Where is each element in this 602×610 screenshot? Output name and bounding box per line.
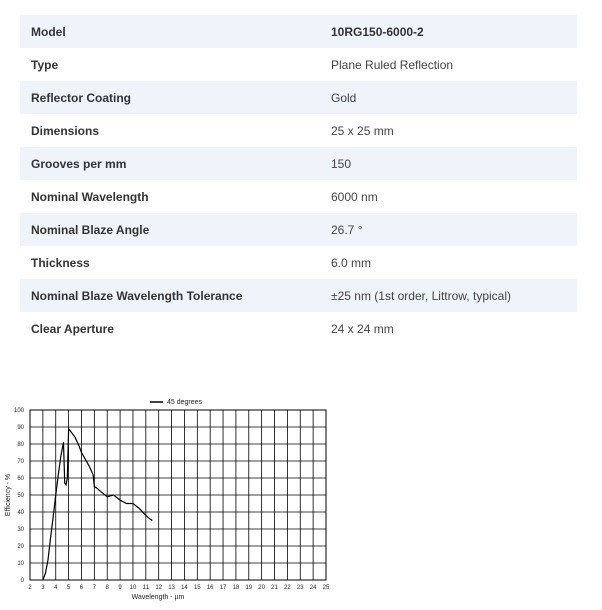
y-tick-label: 100 xyxy=(14,408,25,414)
x-tick-label: 14 xyxy=(181,585,188,591)
spec-label: Dimensions xyxy=(31,123,100,138)
spec-value: ±25 nm (1st order, Littrow, typical) xyxy=(331,288,511,303)
spec-row: Clear Aperture 24 x 24 mm xyxy=(20,312,577,345)
legend-label: 45 degrees xyxy=(167,399,203,406)
x-tick-label: 18 xyxy=(233,585,240,591)
spec-row: Dimensions 25 x 25 mm xyxy=(20,114,577,147)
y-tick-label: 60 xyxy=(17,476,24,482)
x-tick-label: 21 xyxy=(271,585,278,591)
x-axis-label: Wavelength - µm xyxy=(132,594,185,601)
spec-value: 150 xyxy=(331,156,352,171)
y-tick-label: 0 xyxy=(21,578,25,584)
spec-value: 6.0 mm xyxy=(331,255,372,270)
spec-value: 10RG150-6000-2 xyxy=(331,24,424,39)
x-tick-label: 2 xyxy=(28,585,32,591)
x-tick-label: 12 xyxy=(155,585,162,591)
spec-label: Nominal Wavelength xyxy=(31,189,149,204)
x-tick-label: 25 xyxy=(323,585,330,591)
spec-label: Grooves per mm xyxy=(31,156,127,171)
x-tick-label: 20 xyxy=(258,585,265,591)
x-tick-label: 7 xyxy=(93,585,97,591)
spec-label: Thickness xyxy=(31,255,90,270)
x-tick-label: 19 xyxy=(245,585,252,591)
x-tick-label: 5 xyxy=(67,585,71,591)
spec-value: Plane Ruled Reflection xyxy=(331,57,454,72)
spec-label: Nominal Blaze Angle xyxy=(31,222,150,237)
efficiency-chart: 2 3 4 5 6 7 8 9 10 11 12 13 14 15 16 17 18 19 20 21 22 23 24 25… xyxy=(0,394,340,606)
spec-row: Reflector Coating Gold xyxy=(20,81,577,114)
x-tick-label: 11 xyxy=(143,585,150,591)
x-tick-label: 17 xyxy=(220,585,227,591)
spec-row: Nominal Blaze Angle 26.7 ° xyxy=(20,213,577,246)
y-axis-label: Efficiency - % xyxy=(5,474,12,516)
x-tick-label: 23 xyxy=(297,585,304,591)
series-line xyxy=(42,426,153,581)
x-tick-label: 8 xyxy=(106,585,110,591)
y-tick-label: 80 xyxy=(17,442,24,448)
y-tick-label: 70 xyxy=(17,459,24,465)
x-tick-label: 6 xyxy=(80,585,84,591)
y-tick-label: 90 xyxy=(17,425,24,431)
spec-value: Gold xyxy=(331,90,357,105)
x-tick-label: 22 xyxy=(284,585,291,591)
y-tick-label: 30 xyxy=(17,527,24,533)
x-tick-label: 13 xyxy=(168,585,175,591)
spec-row: Model 10RG150-6000-2 xyxy=(20,15,577,48)
spec-row: Thickness 6.0 mm xyxy=(20,246,577,279)
spec-label: Nominal Blaze Wavelength Tolerance xyxy=(31,288,243,303)
x-tick-label: 16 xyxy=(207,585,214,591)
y-tick-label: 50 xyxy=(17,493,24,499)
y-tick-label: 10 xyxy=(17,561,24,567)
spec-value: 25 x 25 mm xyxy=(331,123,394,138)
spec-row: Grooves per mm 150 xyxy=(20,147,577,180)
spec-label: Model xyxy=(31,24,66,39)
x-tick-label: 4 xyxy=(54,585,58,591)
y-tick-label: 20 xyxy=(17,544,24,550)
specifications-table: Model 10RG150-6000-2 Type Plane Ruled Refle… xyxy=(20,15,577,345)
spec-row: Nominal Blaze Wavelength Tolerance ±25 nm… xyxy=(20,279,577,312)
spec-row: Type Plane Ruled Reflection xyxy=(20,48,577,81)
spec-value: 24 x 24 mm xyxy=(331,321,394,336)
y-tick-label: 40 xyxy=(17,510,24,516)
spec-row: Nominal Wavelength 6000 nm xyxy=(20,180,577,213)
x-tick-label: 10 xyxy=(130,585,137,591)
spec-label: Type xyxy=(31,57,59,72)
efficiency-chart-svg: 2 3 4 5 6 7 8 9 10 11 12 13 14 15 16 17 18 19 20 21 22 23 24 25… xyxy=(5,399,330,601)
x-tick-label: 15 xyxy=(194,585,201,591)
x-tick-label: 24 xyxy=(310,585,317,591)
spec-value: 6000 nm xyxy=(331,189,378,204)
x-tick-label: 9 xyxy=(118,585,122,591)
spec-label: Clear Aperture xyxy=(31,321,114,336)
spec-value: 26.7 ° xyxy=(331,222,363,237)
x-tick-label: 3 xyxy=(41,585,45,591)
plot-frame xyxy=(29,409,327,581)
spec-label: Reflector Coating xyxy=(31,90,132,105)
